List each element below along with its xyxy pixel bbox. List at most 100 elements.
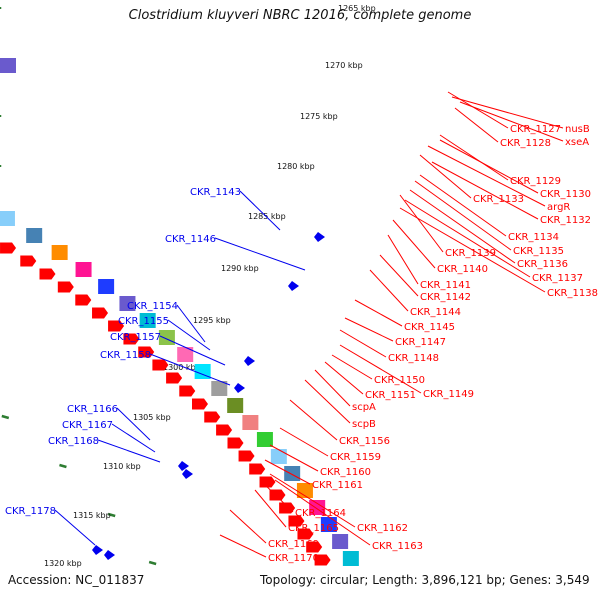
forward-gene-arrow bbox=[92, 307, 109, 319]
reverse-gene-label: CKR_1154 bbox=[127, 301, 178, 312]
forward-gene-label: CKR_1170 bbox=[268, 553, 319, 564]
forward-gene-arrow bbox=[123, 333, 140, 345]
forward-gene-leader bbox=[399, 194, 444, 253]
forward-gene-leader bbox=[274, 479, 371, 546]
reverse-gene-leader bbox=[116, 407, 151, 441]
scale-tick bbox=[148, 560, 157, 566]
forward-gene-arrow bbox=[238, 450, 255, 462]
forward-gene-label: CKR_1148 bbox=[388, 353, 439, 364]
forward-gene-arrow bbox=[179, 385, 196, 397]
reverse-gene-leader bbox=[159, 335, 226, 366]
forward-gene-label: CKR_1140 bbox=[437, 264, 488, 275]
scale-tick-label: 1295 kbp bbox=[193, 316, 231, 325]
forward-gene-arrow bbox=[306, 541, 323, 553]
cog-color-block bbox=[256, 432, 273, 447]
reverse-gene-leader bbox=[149, 353, 231, 386]
forward-gene-leader bbox=[409, 189, 516, 264]
forward-gene-leader bbox=[431, 161, 539, 220]
scale-tick-label: 1320 kbp bbox=[44, 559, 82, 568]
cog-color-block bbox=[0, 211, 15, 226]
forward-gene-label: CKR_1160 bbox=[320, 467, 371, 478]
forward-gene-label: CKR_1142 bbox=[420, 292, 471, 303]
forward-gene-arrow bbox=[138, 346, 155, 358]
cog-color-block bbox=[242, 415, 259, 430]
forward-gene-leader bbox=[419, 154, 472, 199]
forward-gene-label: CKR_1133 bbox=[473, 194, 524, 205]
forward-gene-label: CKR_1151 bbox=[365, 390, 416, 401]
forward-gene-label: nusB bbox=[565, 124, 590, 135]
forward-gene-label: CKR_1156 bbox=[339, 436, 390, 447]
reverse-gene-leader bbox=[54, 509, 96, 546]
forward-gene-label: CKR_1144 bbox=[410, 307, 461, 318]
forward-gene-label: CKR_1128 bbox=[500, 138, 551, 149]
forward-gene-label: CKR_1163 bbox=[372, 541, 423, 552]
forward-gene-arrow bbox=[297, 528, 314, 540]
scale-tick bbox=[59, 463, 67, 469]
forward-gene-arrow bbox=[191, 398, 208, 410]
reverse-gene-leader bbox=[111, 423, 156, 453]
scale-tick-label: 1290 kbp bbox=[221, 264, 259, 273]
forward-gene-label: CKR_1138 bbox=[547, 288, 598, 299]
forward-gene-label: CKR_1129 bbox=[510, 176, 561, 187]
forward-gene-label: CKR_1164 bbox=[295, 508, 346, 519]
forward-gene-label: CKR_1145 bbox=[404, 322, 455, 333]
forward-gene-label: scpB bbox=[352, 419, 376, 430]
scale-tick-label: 1265 kbp bbox=[338, 4, 376, 13]
forward-gene-leader bbox=[304, 379, 351, 424]
forward-gene-arrow bbox=[57, 281, 74, 293]
reverse-gene-leader bbox=[97, 439, 161, 463]
forward-gene-arrow bbox=[75, 294, 92, 306]
cog-color-block bbox=[0, 58, 16, 73]
forward-gene-leader bbox=[229, 509, 267, 544]
forward-gene-arrow bbox=[288, 515, 305, 527]
forward-gene-leader bbox=[369, 269, 409, 312]
cog-color-block bbox=[332, 534, 349, 549]
forward-gene-leader bbox=[254, 489, 287, 528]
cog-color-block bbox=[211, 381, 228, 396]
forward-gene-leader bbox=[454, 107, 499, 143]
cog-color-block bbox=[119, 296, 136, 311]
reverse-gene-label: CKR_1166 bbox=[67, 404, 118, 415]
forward-gene-leader bbox=[439, 134, 509, 181]
forward-gene-label: CKR_1132 bbox=[540, 215, 591, 226]
forward-gene-arrow bbox=[269, 489, 286, 501]
reverse-gene-label: CKR_1167 bbox=[62, 420, 113, 431]
reverse-gene-arrow bbox=[244, 356, 255, 366]
forward-gene-leader bbox=[419, 174, 507, 237]
cog-color-block bbox=[227, 398, 244, 413]
forward-gene-arrow bbox=[20, 255, 37, 267]
reverse-gene-arrow bbox=[104, 550, 115, 560]
forward-gene-leader bbox=[447, 91, 509, 129]
cog-color-block bbox=[158, 330, 175, 345]
forward-gene-label: CKR_1134 bbox=[508, 232, 559, 243]
reverse-gene-arrow bbox=[234, 383, 245, 393]
forward-gene-arrow bbox=[249, 463, 266, 475]
forward-gene-arrow bbox=[204, 411, 221, 423]
reverse-gene-arrow bbox=[178, 461, 189, 471]
forward-gene-leader bbox=[289, 399, 338, 441]
forward-gene-arrow bbox=[0, 242, 17, 254]
cog-color-block bbox=[26, 228, 43, 243]
forward-gene-label: CKR_1169 bbox=[268, 539, 319, 550]
forward-gene-leader bbox=[392, 219, 436, 269]
cog-color-block bbox=[296, 483, 313, 498]
forward-gene-leader bbox=[439, 139, 539, 194]
cog-color-block bbox=[177, 347, 194, 362]
forward-gene-leader bbox=[331, 354, 373, 380]
reverse-gene-arrow bbox=[92, 545, 103, 555]
accession-label: Accession: NC_011837 bbox=[8, 573, 145, 587]
reverse-gene-label: CKR_1158 bbox=[100, 350, 151, 361]
forward-gene-label: xseA bbox=[565, 137, 589, 148]
forward-gene-label: argR bbox=[547, 202, 570, 213]
cog-color-block bbox=[194, 364, 211, 379]
forward-gene-arrow bbox=[166, 372, 183, 384]
genome-title: Clostridium kluyveri NBRC 12016, complet… bbox=[128, 8, 472, 23]
reverse-gene-label: CKR_1157 bbox=[110, 332, 161, 343]
forward-gene-leader bbox=[451, 96, 564, 129]
forward-gene-leader bbox=[427, 145, 546, 207]
forward-gene-leader bbox=[219, 534, 267, 558]
forward-gene-arrow bbox=[152, 359, 169, 371]
forward-gene-leader bbox=[339, 344, 422, 394]
scale-tick-label: 1280 kbp bbox=[277, 162, 315, 171]
reverse-gene-leader bbox=[176, 304, 206, 343]
